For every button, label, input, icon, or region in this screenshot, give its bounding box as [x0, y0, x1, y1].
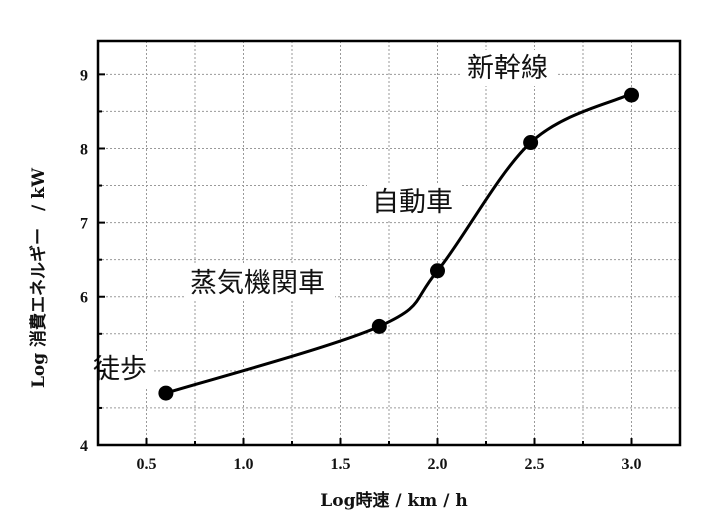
- grid: [98, 41, 680, 445]
- trend-curve: [165, 93, 629, 395]
- x-axis-ticks: 0.5 1.0 1.5 2.0 2.5 3.0: [137, 438, 642, 473]
- data-point: [430, 263, 445, 279]
- y-tick-label: 4: [80, 438, 88, 455]
- y-tick-label: 8: [80, 141, 88, 158]
- data-point: [624, 87, 639, 103]
- y-tick-label: 6: [80, 290, 88, 307]
- x-tick-label: 3.0: [622, 456, 642, 473]
- x-tick-label: 1.0: [234, 456, 254, 473]
- data-point: [158, 385, 174, 401]
- annotation-background: [185, 265, 335, 301]
- data-point: [523, 135, 539, 151]
- x-axis-label: Log時速 / km / h: [320, 490, 467, 511]
- x-tick-label: 1.5: [331, 456, 351, 473]
- annotation-label: 新幹線: [467, 53, 548, 84]
- data-points: [158, 87, 639, 401]
- annotations: 徒歩 蒸気機関車 自動車 新幹線: [88, 50, 556, 387]
- annotation-label: 自動車: [372, 187, 453, 218]
- x-tick-label: 2.5: [525, 456, 545, 473]
- x-tick-label: 2.0: [428, 456, 448, 473]
- annotation-label: 徒歩: [93, 354, 147, 385]
- y-axis-ticks: 4 6 7 8 9: [80, 67, 105, 455]
- y-tick-label: 7: [80, 216, 88, 233]
- y-tick-label: 9: [80, 67, 88, 84]
- y-axis-label: Log 消費エネルギー / kW: [28, 167, 49, 388]
- data-point: [371, 318, 387, 334]
- x-tick-label: 0.5: [137, 456, 157, 473]
- annotation-background: [367, 184, 461, 220]
- annotation-background: [462, 50, 556, 86]
- annotation-label: 蒸気機関車: [190, 268, 325, 299]
